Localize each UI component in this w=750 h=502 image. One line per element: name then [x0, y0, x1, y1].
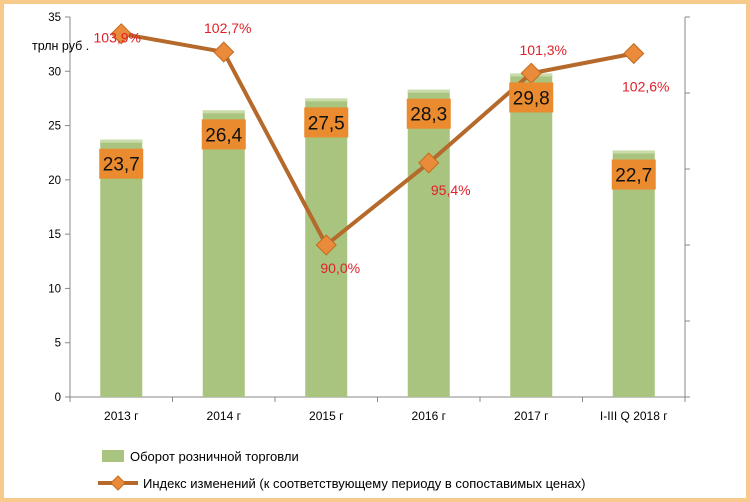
y-tick-labels: 0 5 10 15 20 25 30 35 — [48, 12, 70, 404]
bar-series — [100, 73, 655, 397]
bar — [612, 150, 655, 397]
y-tick-label: 0 — [55, 392, 61, 404]
value-label-box — [304, 107, 349, 138]
y-tick-label: 15 — [48, 229, 61, 241]
bar — [510, 73, 553, 397]
bar-top-highlight — [407, 89, 450, 93]
bar — [100, 139, 143, 397]
x-tick-label: 2016 г — [412, 409, 447, 423]
x-tick-label: 2015 г — [309, 409, 344, 423]
value-label: 23,7 — [103, 155, 140, 176]
bar-top-highlight — [100, 139, 143, 143]
percent-label: 101,3% — [520, 42, 567, 58]
percent-label: 90,0% — [320, 260, 360, 276]
y-tick-label: 25 — [48, 121, 61, 133]
value-label: 27,5 — [308, 113, 345, 134]
secondary-y-ticks — [685, 16, 690, 398]
index-marker — [418, 152, 440, 174]
bar — [407, 89, 450, 397]
index-marker — [623, 42, 645, 65]
index-marker — [213, 41, 235, 63]
value-label-box — [611, 159, 656, 190]
legend-bar-label: Оборот розничной торговли — [130, 449, 299, 464]
value-label: 26,4 — [205, 125, 242, 146]
percent-label: 102,7% — [204, 20, 251, 36]
index-percent-labels: 103,9% 102,7% 90,0% 95,4% 101,3% 102,6% — [94, 20, 670, 276]
x-tick-label: 2017 г — [514, 409, 549, 423]
index-marker — [315, 234, 337, 256]
bar-value-labels: 23,7 26,4 27,5 28,3 29,8 22,7 — [99, 82, 656, 190]
x-tick-label: 2014 г — [207, 409, 242, 423]
percent-label: 102,6% — [622, 78, 669, 94]
legend-line-marker — [110, 475, 126, 491]
legend: Оборот розничной торговли Индекс изменени… — [98, 449, 585, 491]
y-tick-label: 35 — [48, 12, 61, 24]
bar — [202, 110, 245, 397]
index-marker — [110, 23, 132, 45]
legend-line-label: Индекс изменений (к соответствующему пер… — [143, 476, 585, 491]
axes-group — [69, 17, 686, 398]
value-label: 22,7 — [615, 166, 652, 187]
bar-top-highlight — [305, 98, 348, 102]
index-marker — [520, 62, 542, 84]
legend-bar-swatch — [102, 450, 124, 462]
x-tick-label: 2013 г — [104, 409, 139, 423]
value-label-box — [509, 82, 554, 113]
bar-top-highlight — [612, 150, 655, 154]
y-tick-label: 5 — [55, 338, 61, 350]
bar-top-highlight — [202, 110, 245, 114]
index-line-series — [110, 23, 645, 256]
y-tick-label: 10 — [48, 283, 61, 295]
x-tick-labels: 2013 г 2014 г 2015 г 2016 г 2017 г I-III Q 20… — [69, 397, 686, 423]
index-line — [120, 31, 635, 247]
percent-label: 103,9% — [94, 30, 141, 46]
y-unit-label: трлн руб . — [32, 39, 89, 53]
y-tick-label: 30 — [48, 66, 61, 78]
value-label-box — [99, 148, 144, 179]
percent-label: 95,4% — [431, 182, 471, 198]
value-label: 28,3 — [410, 105, 447, 126]
value-label-box — [406, 98, 451, 129]
value-label-box — [201, 119, 246, 150]
y-tick-label: 20 — [48, 175, 61, 187]
value-label: 29,8 — [513, 88, 550, 109]
x-tick-label: I-III Q 2018 г — [600, 409, 668, 423]
